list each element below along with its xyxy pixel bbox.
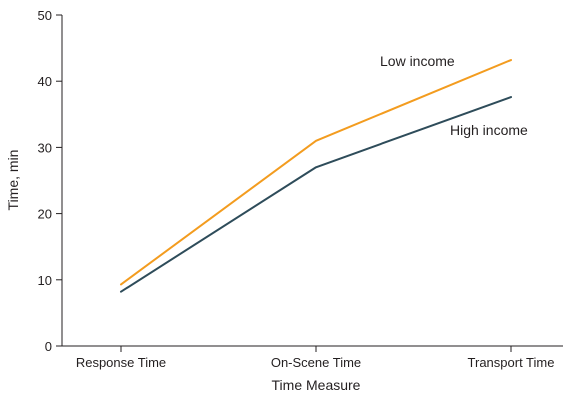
y-tick-label: 30 bbox=[38, 140, 52, 155]
y-tick-label: 10 bbox=[38, 273, 52, 288]
y-tick-label: 20 bbox=[38, 207, 52, 222]
y-tick-label: 50 bbox=[38, 8, 52, 23]
y-axis-title: Time, min bbox=[5, 150, 21, 211]
series-layer: Low income High income bbox=[120, 53, 528, 293]
series-label: High income bbox=[450, 122, 528, 138]
y-axis: 0 10 20 30 40 50 bbox=[38, 8, 63, 354]
x-axis: Response Time On-Scene Time Transport Time bbox=[62, 345, 563, 370]
y-tick-label: 40 bbox=[38, 74, 52, 89]
y-tick-label: 0 bbox=[45, 339, 52, 354]
x-tick-label: Response Time bbox=[76, 355, 166, 370]
x-axis-title: Time Measure bbox=[272, 377, 361, 393]
series-line-low-income bbox=[120, 59, 512, 286]
x-tick-label: Transport Time bbox=[468, 355, 555, 370]
x-tick-label: On-Scene Time bbox=[271, 355, 361, 370]
series-label: Low income bbox=[380, 53, 455, 69]
